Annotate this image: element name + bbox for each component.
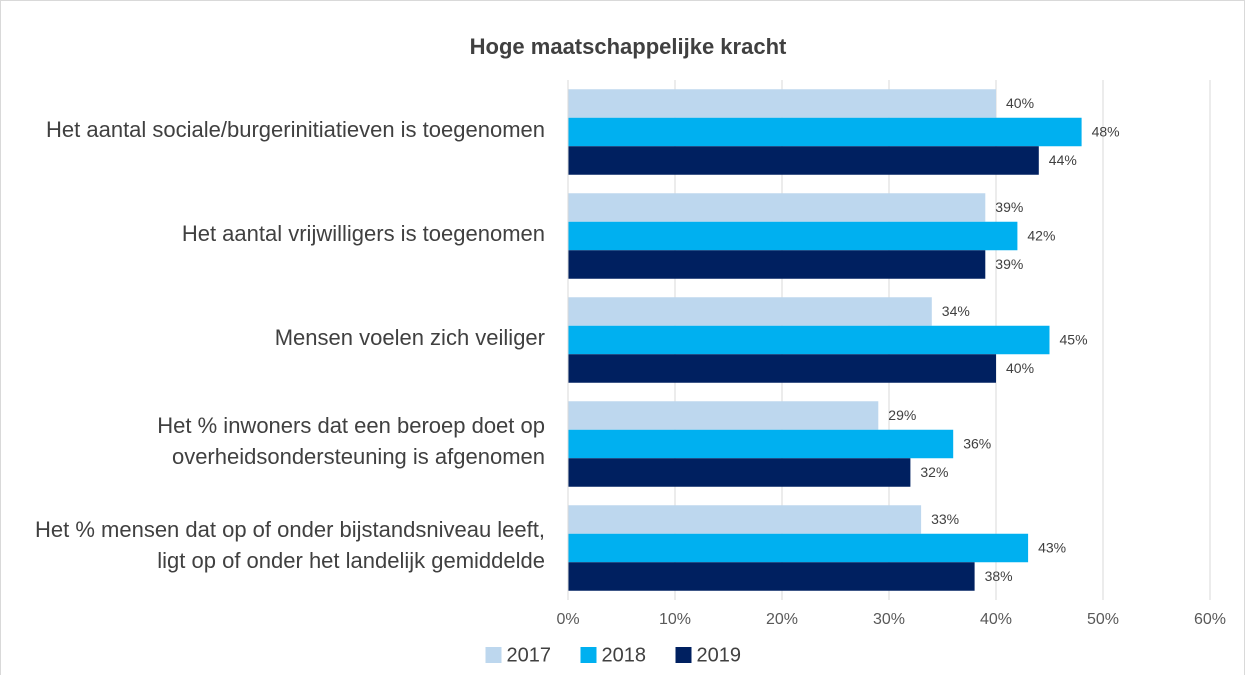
data-label: 33% bbox=[931, 511, 959, 527]
category-label-box: Mensen voelen zich veiliger bbox=[274, 324, 545, 350]
bar bbox=[568, 505, 922, 534]
data-label: 40% bbox=[1006, 360, 1034, 376]
legend-label: 2019 bbox=[697, 644, 742, 666]
bar bbox=[568, 250, 986, 279]
category-label-box: Het % inwoners dat een beroep doet op ov… bbox=[157, 413, 545, 469]
data-label: 38% bbox=[985, 568, 1013, 584]
bar bbox=[568, 193, 986, 222]
data-label: 34% bbox=[942, 303, 970, 319]
chart-title: Hoge maatschappelijke kracht bbox=[470, 34, 787, 59]
data-label: 39% bbox=[995, 256, 1023, 272]
legend-swatch bbox=[485, 647, 502, 663]
bar bbox=[568, 325, 1050, 355]
x-tick-label: 10% bbox=[659, 611, 691, 628]
data-label: 48% bbox=[1092, 124, 1120, 140]
y-tick-label: Mensen voelen zich veiliger bbox=[274, 324, 545, 350]
bar bbox=[568, 146, 1039, 175]
bar bbox=[568, 429, 954, 459]
bar bbox=[568, 354, 996, 383]
data-label: 29% bbox=[888, 407, 916, 423]
bar bbox=[568, 401, 879, 430]
x-tick-label: 50% bbox=[1087, 611, 1119, 628]
category-label-box: Het aantal sociale/burgerinitiatieven is… bbox=[46, 116, 545, 142]
data-label: 44% bbox=[1049, 152, 1077, 168]
bar bbox=[568, 562, 975, 591]
data-label: 42% bbox=[1027, 228, 1055, 244]
y-tick-label: Het aantal sociale/burgerinitiatieven is… bbox=[46, 116, 545, 142]
x-tick-label: 0% bbox=[556, 611, 579, 628]
data-label: 45% bbox=[1060, 332, 1088, 348]
bar bbox=[568, 89, 996, 118]
legend-swatch bbox=[580, 647, 597, 663]
x-tick-label: 30% bbox=[873, 611, 905, 628]
data-label: 39% bbox=[995, 199, 1023, 215]
bar bbox=[568, 297, 932, 326]
category-label-box: Het % mensen dat op of onder bijstandsni… bbox=[35, 517, 545, 573]
y-tick-label: Het aantal vrijwilligers is toegenomen bbox=[181, 220, 545, 246]
data-label: 36% bbox=[963, 436, 991, 452]
x-tick-label: 60% bbox=[1194, 611, 1226, 628]
x-tick-label: 20% bbox=[766, 611, 798, 628]
data-label: 32% bbox=[920, 464, 948, 480]
bar bbox=[568, 117, 1082, 147]
data-label: 43% bbox=[1038, 540, 1066, 556]
y-tick-label: Het % mensen dat op of onder bijstandsni… bbox=[35, 517, 545, 573]
y-tick-label: Het % inwoners dat een beroep doet op ov… bbox=[157, 413, 545, 469]
legend-label: 2018 bbox=[602, 644, 647, 666]
data-label: 40% bbox=[1006, 95, 1034, 111]
bar bbox=[568, 458, 911, 487]
legend-swatch bbox=[675, 647, 692, 663]
x-tick-label: 40% bbox=[980, 611, 1012, 628]
legend-label: 2017 bbox=[507, 644, 552, 666]
bar bbox=[568, 221, 1018, 251]
category-label-box: Het aantal vrijwilligers is toegenomen bbox=[181, 220, 545, 246]
bar bbox=[568, 533, 1029, 563]
